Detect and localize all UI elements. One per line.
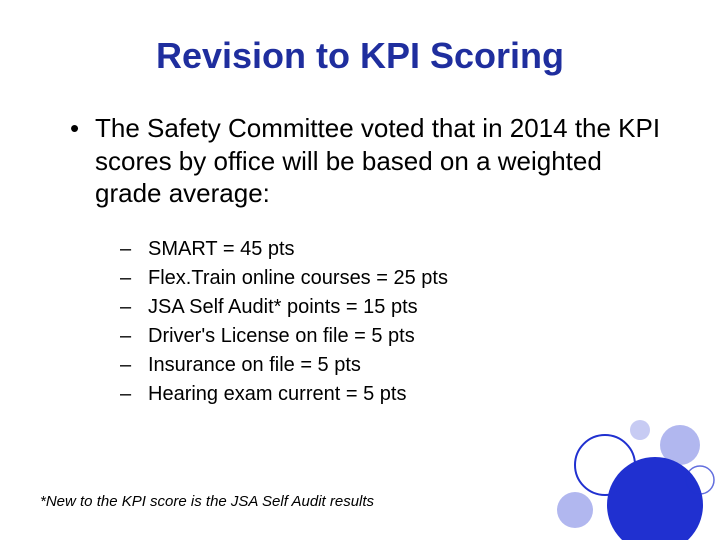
slide-title: Revision to KPI Scoring [50,35,670,77]
list-item: Hearing exam current = 5 pts [120,380,670,409]
list-item: JSA Self Audit* points = 15 pts [120,293,670,322]
list-item: SMART = 45 pts [120,235,670,264]
footnote: *New to the KPI score is the JSA Self Au… [40,493,374,510]
sub-bullet-list: SMART = 45 pts Flex.Train online courses… [120,235,670,409]
list-item: Driver's License on file = 5 pts [120,322,670,351]
slide-container: Revision to KPI Scoring The Safety Commi… [0,0,720,540]
list-item: Insurance on file = 5 pts [120,351,670,380]
list-item: Flex.Train online courses = 25 pts [120,264,670,293]
main-bullet: The Safety Committee voted that in 2014 … [70,112,670,210]
